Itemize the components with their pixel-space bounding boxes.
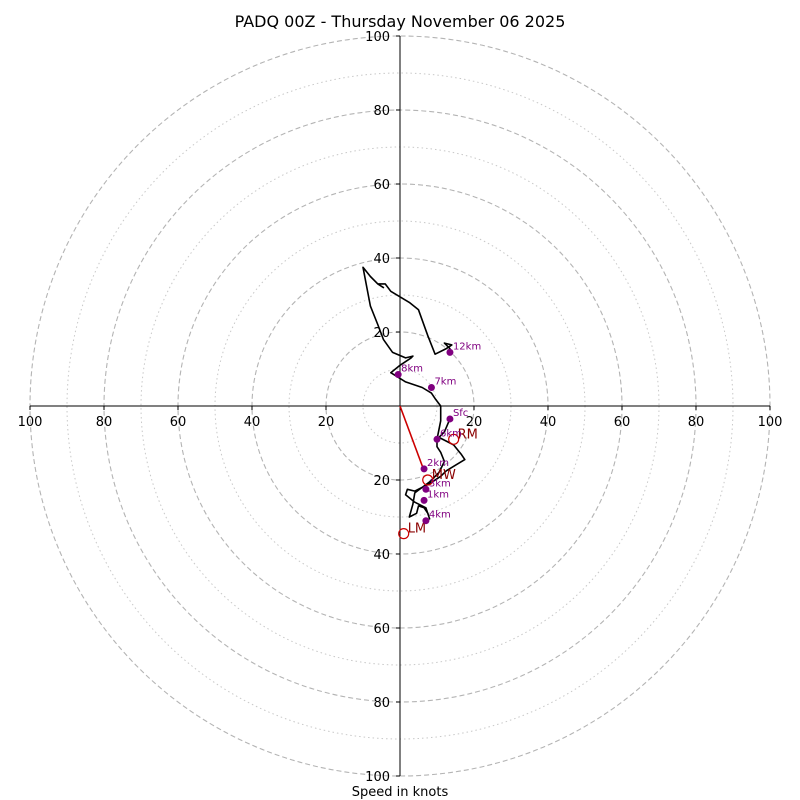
height-label-2km: 2km: [427, 458, 449, 469]
x-tick-label: 100: [758, 415, 783, 430]
height-label-3km: 3km: [429, 478, 451, 489]
height-marker-7km: [427, 384, 435, 391]
x-tick-label: 60: [170, 415, 187, 430]
y-tick-label: 100: [365, 770, 390, 785]
y-tick-label: 60: [373, 178, 390, 193]
height-label-6km: 6km: [440, 428, 462, 439]
storm-motion: RM MW LM: [398, 405, 478, 540]
height-marker-12km: [446, 348, 454, 356]
lm-marker: [398, 528, 410, 540]
height-label-12km: 12km: [453, 341, 481, 352]
height-marker-8km: [394, 371, 402, 379]
rm-label: RM: [458, 427, 478, 442]
x-tick-label: 20: [318, 415, 335, 430]
height-label-7km: 7km: [434, 377, 456, 388]
height-marker-3km: [422, 485, 430, 493]
height-label-sfc: Sfc: [453, 408, 468, 419]
x-tick-label: 100: [18, 415, 43, 430]
x-tick-label: 20: [466, 415, 483, 430]
height-marker-6km: [433, 435, 441, 443]
x-tick-label: 80: [96, 415, 113, 430]
x-tick-label: 80: [688, 415, 705, 430]
lm-label: LM: [408, 522, 426, 537]
height-markers: Sfc 1km 2km 3km 4km 6km 7km 8km 12km: [394, 341, 481, 525]
x-tick-label: 40: [244, 415, 261, 430]
y-tick-label: 80: [373, 104, 390, 119]
height-marker-sfc: [446, 415, 454, 423]
mw-label: MW: [432, 468, 456, 483]
height-marker-2km: [420, 465, 428, 473]
rm-marker: [448, 433, 460, 445]
y-tick-label: 40: [373, 252, 390, 267]
mw-marker: [422, 474, 434, 486]
height-marker-1km: [420, 496, 428, 504]
height-label-8km: 8km: [401, 364, 423, 375]
y-tick-label: 100: [365, 30, 390, 45]
y-tick-label: 60: [373, 622, 390, 637]
x-axis-label: Speed in knots: [352, 785, 449, 800]
tick-labels: 100 80 60 40 20 20 40 60 80 100100806040202040608…: [18, 30, 783, 785]
height-label-4km: 4km: [429, 510, 451, 521]
x-tick-label: 60: [614, 415, 631, 430]
height-marker-4km: [422, 517, 430, 525]
y-tick-label: 80: [373, 696, 390, 711]
shear-vector-line: [399, 405, 425, 472]
y-tick-label: 40: [373, 548, 390, 563]
y-tick-label: 20: [373, 474, 390, 489]
chart-title: PADQ 00Z - Thursday November 06 2025: [235, 12, 566, 31]
height-label-1km: 1km: [427, 489, 449, 500]
x-tick-label: 40: [540, 415, 557, 430]
